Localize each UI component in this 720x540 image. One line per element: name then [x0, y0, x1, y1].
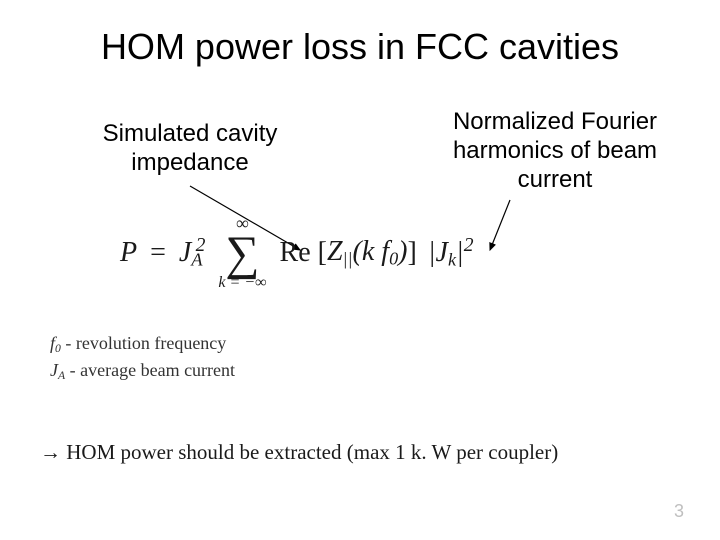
slide-title: HOM power loss in FCC cavities [0, 26, 720, 68]
sigma-lower: k = −∞ [218, 275, 266, 291]
power-loss-equation: P = JA2 ∞ ∑ k = −∞ Re [Z||(k f0)] |Jk|2 [120, 214, 620, 291]
eq-JA2: JA2 [179, 235, 206, 270]
eq-Re: Re [280, 237, 311, 269]
definition-row: f0 - revolution frequency [50, 330, 235, 357]
eq-rbracket: ] [407, 237, 416, 269]
conclusion-line: → HOM power should be extracted (max 1 k… [40, 440, 558, 465]
label-fourier-harmonics: Normalized Fourier harmonics of beam cur… [440, 108, 670, 194]
page-number: 3 [674, 501, 684, 522]
eq-sigma: ∞ ∑ k = −∞ [218, 214, 266, 291]
label-simulated-impedance: Simulated cavity impedance [90, 120, 290, 178]
eq-P: P [120, 237, 137, 269]
eq-Jk2: |Jk|2 [428, 235, 474, 270]
eq-equals: = [150, 237, 166, 269]
definition-row: JA - average beam current [50, 357, 235, 384]
sigma-symbol: ∑ [218, 232, 266, 275]
eq-Z: Z||(k f0) [327, 236, 408, 270]
definitions-block: f0 - revolution frequencyJA - average be… [50, 330, 235, 385]
eq-lbracket: [ [318, 237, 327, 269]
